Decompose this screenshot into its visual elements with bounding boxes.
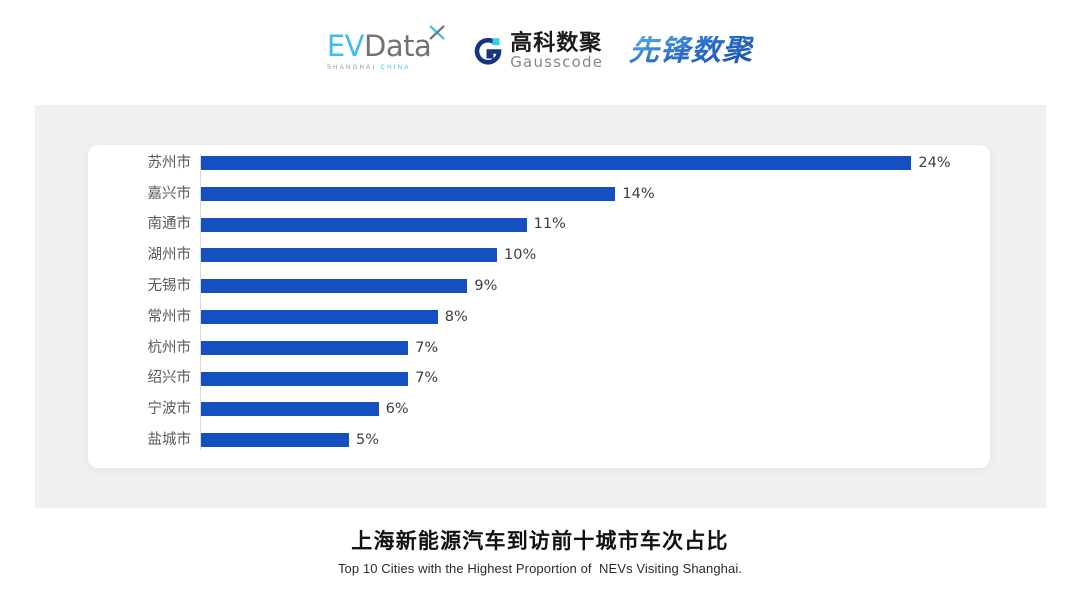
bar-row: 绍兴市 7% (88, 367, 990, 391)
bar-track: 6% (201, 397, 409, 421)
bar-track: 11% (201, 213, 566, 237)
bar-row: 常州市 8% (88, 305, 990, 329)
bar-row: 无锡市 9% (88, 274, 990, 298)
bar-row: 湖州市 10% (88, 243, 990, 267)
bar-category-label: 无锡市 (147, 277, 192, 294)
bar-value-label: 24% (918, 154, 951, 171)
bar-track: 8% (201, 305, 468, 329)
bar-row: 盐城市 5% (88, 428, 990, 452)
bar-category-label: 常州市 (147, 308, 192, 325)
chart-card: 苏州市 24% 嘉兴市 14% 南通市 11% 湖州市 10% 无锡市 9% 常州市 8% 杭州市 7% 绍… (88, 145, 990, 468)
bar-track: 9% (201, 274, 497, 298)
evdata-data-text: Data (363, 28, 432, 63)
title-block: 上海新能源汽车到访前十城市车次占比 Top 10 Cities with the… (0, 528, 1080, 576)
bar-fill[interactable] (201, 340, 409, 355)
bar-category-label: 嘉兴市 (147, 185, 192, 202)
evdata-ev-text: EV (326, 28, 365, 63)
evdata-tagline-city: SHANGHAI (326, 64, 377, 71)
gausscode-cn-name: 高科数聚 (510, 30, 603, 56)
evdata-wordmark: EV Data (326, 24, 445, 63)
bar-category-label: 宁波市 (147, 401, 192, 418)
logo-strip: EV Data SHANGHAI CHINA 高科数聚 (0, 22, 1080, 80)
bar-value-label: 11% (533, 216, 566, 233)
bar-value-label: 14% (622, 185, 655, 202)
chart-subtitle: Top 10 Cities with the Highest Proportio… (337, 561, 743, 577)
evdata-tagline: SHANGHAI CHINA (327, 65, 411, 71)
bar-category-label: 南通市 (147, 216, 192, 233)
bar-track: 7% (201, 367, 438, 391)
bar-value-label: 10% (504, 247, 537, 264)
bar-fill[interactable] (201, 310, 438, 324)
bar-track: 24% (201, 151, 951, 175)
bar-fill[interactable] (201, 433, 349, 448)
bar-category-label: 绍兴市 (147, 370, 192, 387)
bar-row: 杭州市 7% (88, 336, 990, 360)
bar-fill[interactable] (201, 156, 912, 170)
bar-value-label: 7% (415, 370, 439, 387)
gausscode-logo: 高科数聚 Gausscode (473, 31, 603, 71)
bar-track: 10% (201, 243, 536, 267)
bar-track: 5% (201, 428, 379, 452)
bar-category-label: 杭州市 (147, 339, 192, 356)
bar-category-label: 湖州市 (147, 247, 192, 264)
gausscode-en-name: Gausscode (510, 53, 604, 72)
bar-category-label: 盐城市 (147, 431, 192, 448)
bar-value-label: 6% (385, 401, 409, 418)
bar-row: 南通市 11% (88, 213, 990, 237)
bar-value-label: 8% (444, 308, 468, 325)
category-axis-line (200, 154, 201, 450)
bar-track: 7% (201, 336, 438, 360)
bar-value-label: 7% (415, 339, 439, 356)
bar-row: 宁波市 6% (88, 397, 990, 421)
bar-fill[interactable] (201, 402, 379, 417)
bar-value-label: 5% (356, 431, 380, 448)
bar-value-label: 9% (474, 277, 498, 294)
bar-track: 14% (201, 182, 655, 206)
bar-category-label: 苏州市 (147, 154, 192, 171)
bar-fill[interactable] (201, 186, 616, 201)
bar-row: 苏州市 24% (88, 151, 990, 175)
gausscode-g-icon (473, 36, 503, 66)
gausscode-text: 高科数聚 Gausscode (510, 31, 603, 71)
bar-row: 嘉兴市 14% (88, 182, 990, 206)
evdata-logo: EV Data SHANGHAI CHINA (326, 24, 447, 71)
bar-fill[interactable] (201, 371, 409, 386)
bar-fill[interactable] (201, 217, 527, 232)
bar-fill[interactable] (201, 279, 468, 294)
evdata-tagline-country: CHINA (380, 64, 411, 71)
xianfeng-logo: 先锋数聚 (628, 34, 754, 67)
x-mark-icon (429, 24, 445, 40)
bar-chart: 苏州市 24% 嘉兴市 14% 南通市 11% 湖州市 10% 无锡市 9% 常州市 8% 杭州市 7% 绍… (88, 145, 990, 468)
chart-title: 上海新能源汽车到访前十城市车次占比 (351, 529, 729, 553)
bar-fill[interactable] (201, 248, 497, 263)
